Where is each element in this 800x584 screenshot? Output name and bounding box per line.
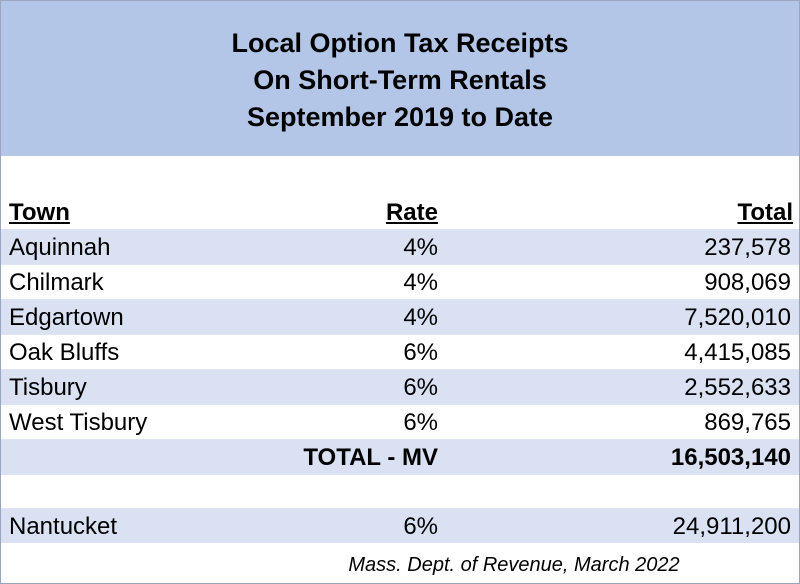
rate-cell: 6% <box>403 409 438 436</box>
title-line-3: September 2019 to Date <box>246 102 554 132</box>
table-row: Tisbury 6% 2,552,633 <box>1 369 799 404</box>
town-cell: West Tisbury <box>9 409 148 436</box>
total-cell: 7,520,010 <box>684 304 791 331</box>
rate-cell: 6% <box>403 339 438 366</box>
town-cell: Oak Bluffs <box>9 339 120 366</box>
total-cell: 908,069 <box>704 269 791 296</box>
town-cell: Aquinnah <box>9 234 111 261</box>
header-town: Town <box>9 199 70 226</box>
table-row: Oak Bluffs 6% 4,415,085 <box>1 334 799 369</box>
total-cell: 869,765 <box>704 409 791 436</box>
total-mv-value: 16,503,140 <box>670 444 791 471</box>
total-cell: 24,911,200 <box>672 513 791 540</box>
table-row: Chilmark 4% 908,069 <box>1 264 799 299</box>
rate-cell: 4% <box>403 234 438 261</box>
town-cell: Tisbury <box>9 374 87 401</box>
title-line-1: Local Option Tax Receipts <box>231 28 569 58</box>
title-block: Local Option Tax Receipts On Short-Term … <box>1 1 799 156</box>
header-row: Town Rate Total <box>1 197 799 229</box>
rate-cell: 6% <box>403 513 438 540</box>
total-cell: 237,578 <box>704 234 791 261</box>
total-mv-row: TOTAL - MV 16,503,140 <box>1 439 799 474</box>
total-mv-label: TOTAL - MV <box>303 444 438 471</box>
town-cell: Nantucket <box>9 513 118 540</box>
header-rate: Rate <box>385 199 438 226</box>
rate-cell: 4% <box>403 304 438 331</box>
total-cell: 4,415,085 <box>684 339 791 366</box>
title-line-2: On Short-Term Rentals <box>253 65 547 95</box>
town-cell: Edgartown <box>9 304 124 331</box>
rate-cell: 6% <box>403 374 438 401</box>
town-cell: Chilmark <box>9 269 104 296</box>
blank-row <box>1 474 799 508</box>
table-row: Aquinnah 4% 237,578 <box>1 229 799 264</box>
rate-cell: 4% <box>403 269 438 296</box>
nantucket-row: Nantucket 6% 24,911,200 <box>1 508 799 543</box>
total-cell: 2,552,633 <box>684 374 791 401</box>
table-row: West Tisbury 6% 869,765 <box>1 404 799 439</box>
table-row: Edgartown 4% 7,520,010 <box>1 299 799 334</box>
header-total: Total <box>737 199 793 226</box>
spacer <box>1 156 799 197</box>
source-note: Mass. Dept. of Revenue, March 2022 <box>348 554 680 576</box>
